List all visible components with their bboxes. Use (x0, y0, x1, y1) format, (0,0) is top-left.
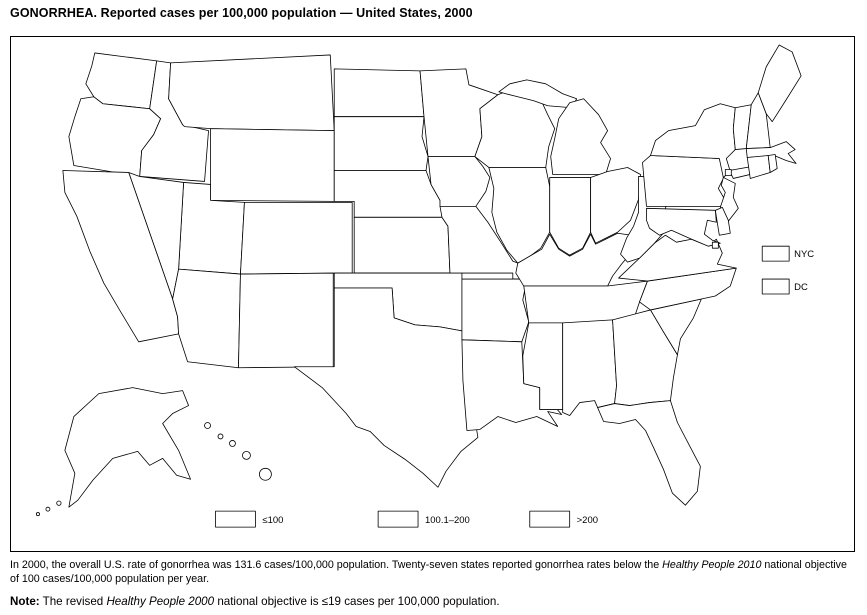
state-mt (168, 54, 335, 132)
callout-swatch-dc (761, 278, 790, 295)
state-shapes (35, 44, 802, 517)
state-ak-aleutian-island (56, 500, 62, 506)
district-dc-marker (711, 241, 719, 249)
callout-label-dc: DC (794, 282, 808, 293)
state-nd (333, 68, 425, 118)
note-label: Note: (10, 595, 40, 608)
state-ca (62, 170, 180, 343)
legend-swatch-mid (377, 510, 419, 528)
state-al (562, 319, 617, 416)
legend-swatch-high (529, 510, 571, 528)
state-hi-island (229, 440, 236, 447)
figure-footnote: In 2000, the overall U.S. rate of gonorr… (10, 559, 857, 586)
map-svg: ≤100 100.1–200 >200 NYC DC (35, 44, 814, 528)
us-choropleth-map: ≤100 100.1–200 >200 NYC DC (10, 36, 855, 552)
state-az (172, 268, 241, 369)
state-in (549, 177, 592, 256)
side-callouts: NYC DC (761, 245, 814, 295)
legend-label-mid: 100.1–200 (425, 515, 470, 526)
state-wy (210, 128, 335, 202)
note-text-tail: national objective is ≤19 cases per 100,… (214, 595, 500, 608)
state-ia (427, 156, 491, 207)
state-pa (642, 155, 726, 207)
footnote-text-tail: national objective of 100 cases/100,000 … (10, 559, 847, 585)
state-hi-island (242, 450, 251, 460)
state-ak-aleutian-island (35, 512, 40, 517)
city-nyc-marker (724, 169, 732, 176)
state-fl (597, 400, 701, 506)
state-nh (745, 92, 771, 149)
state-hi-island (259, 467, 272, 481)
state-sd (333, 116, 429, 171)
state-nm (238, 272, 334, 369)
state-tx (293, 287, 479, 488)
legend-label-low: ≤100 (262, 515, 283, 526)
state-oh (590, 167, 641, 244)
legend-swatch-low (215, 510, 256, 528)
state-ky (515, 232, 644, 287)
state-ks (353, 216, 451, 274)
state-ct (746, 155, 771, 179)
state-ak (64, 387, 191, 508)
callout-swatch-nyc (761, 245, 790, 262)
footnote-text: In 2000, the overall U.S. rate of gonorr… (10, 559, 663, 571)
note-italic-phrase: Healthy People 2000 (106, 595, 215, 608)
figure-title: GONORRHEA. Reported cases per 100,000 po… (10, 6, 473, 20)
note-text: The revised (39, 595, 107, 608)
state-mi (550, 98, 611, 175)
state-hi-island (217, 433, 224, 440)
callout-label-nyc: NYC (794, 249, 814, 260)
state-nc (639, 267, 737, 311)
state-ak-aleutian-island (45, 506, 51, 512)
state-hi-island (204, 422, 211, 429)
state-ar (461, 278, 530, 343)
state-me (757, 44, 802, 123)
state-vt (732, 104, 752, 150)
figure-note: Note: The revised Healthy People 2000 na… (10, 595, 857, 608)
footnote-italic-phrase: Healthy People 2010 (662, 559, 762, 571)
legend-label-high: >200 (577, 515, 598, 526)
state-ri (767, 154, 778, 173)
map-legend: ≤100 100.1–200 >200 (215, 510, 598, 528)
state-de (714, 206, 731, 236)
state-co (240, 201, 353, 275)
